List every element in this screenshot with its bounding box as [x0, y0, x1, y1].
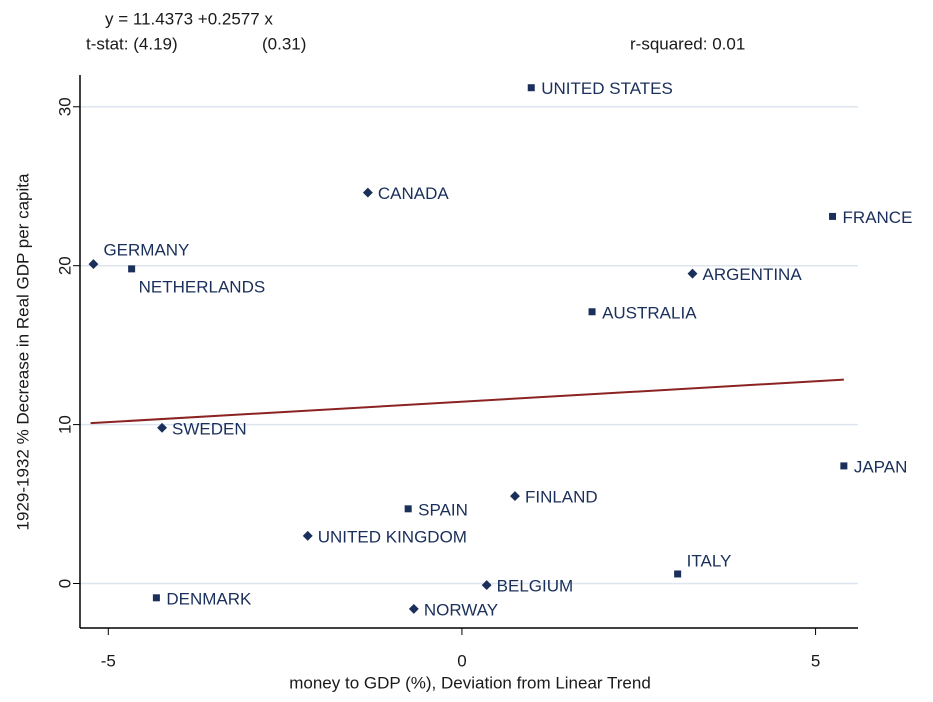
equation: y = 11.4373 +0.2577 x [105, 9, 273, 28]
x-tick-label: 5 [811, 651, 820, 670]
point-label: BELGIUM [497, 577, 574, 596]
point-label: ARGENTINA [702, 265, 802, 284]
y-tick-label: 0 [55, 579, 74, 588]
point-label: AUSTRALIA [602, 303, 697, 322]
point [152, 594, 160, 602]
y-tick-label: 20 [55, 256, 74, 275]
point [408, 603, 419, 614]
point-label: SWEDEN [172, 419, 247, 438]
y-axis-label: 1929-1932 % Decrease in Real GDP per cap… [13, 173, 32, 530]
point-label: CANADA [378, 184, 450, 203]
point [362, 187, 373, 198]
point-label: FINLAND [525, 488, 598, 507]
point [157, 422, 167, 433]
t-stat: t-stat: (4.19) [86, 34, 178, 53]
point-label: ITALY [687, 551, 732, 570]
x-axis-label: money to GDP (%), Deviation from Linear … [289, 673, 651, 692]
point-label: SPAIN [418, 500, 468, 519]
point [128, 265, 136, 273]
r-squared: r-squared: 0.01 [630, 34, 745, 53]
point [302, 530, 313, 541]
point-label: FRANCE [843, 208, 913, 227]
point [829, 212, 837, 220]
point [510, 491, 520, 502]
point [527, 84, 535, 92]
point [840, 462, 848, 470]
point [588, 308, 596, 316]
point-label: UNITED KINGDOM [318, 527, 467, 546]
point [674, 570, 682, 578]
x-tick-label: -5 [101, 651, 116, 670]
point-label: UNITED STATES [541, 79, 673, 98]
x-tick-label: 0 [457, 651, 466, 670]
point-label: DENMARK [166, 589, 252, 608]
fit-line [90, 378, 844, 425]
point [88, 259, 99, 270]
point [687, 268, 698, 279]
y-tick-label: 10 [55, 415, 74, 434]
point [404, 505, 412, 513]
point-label: NETHERLANDS [139, 277, 266, 296]
point-label: GERMANY [103, 241, 189, 260]
t-stat-slope: (0.31) [262, 34, 306, 53]
point [481, 580, 492, 591]
point-label: JAPAN [854, 457, 908, 476]
point-label: NORWAY [424, 600, 498, 619]
y-tick-label: 30 [55, 97, 74, 116]
